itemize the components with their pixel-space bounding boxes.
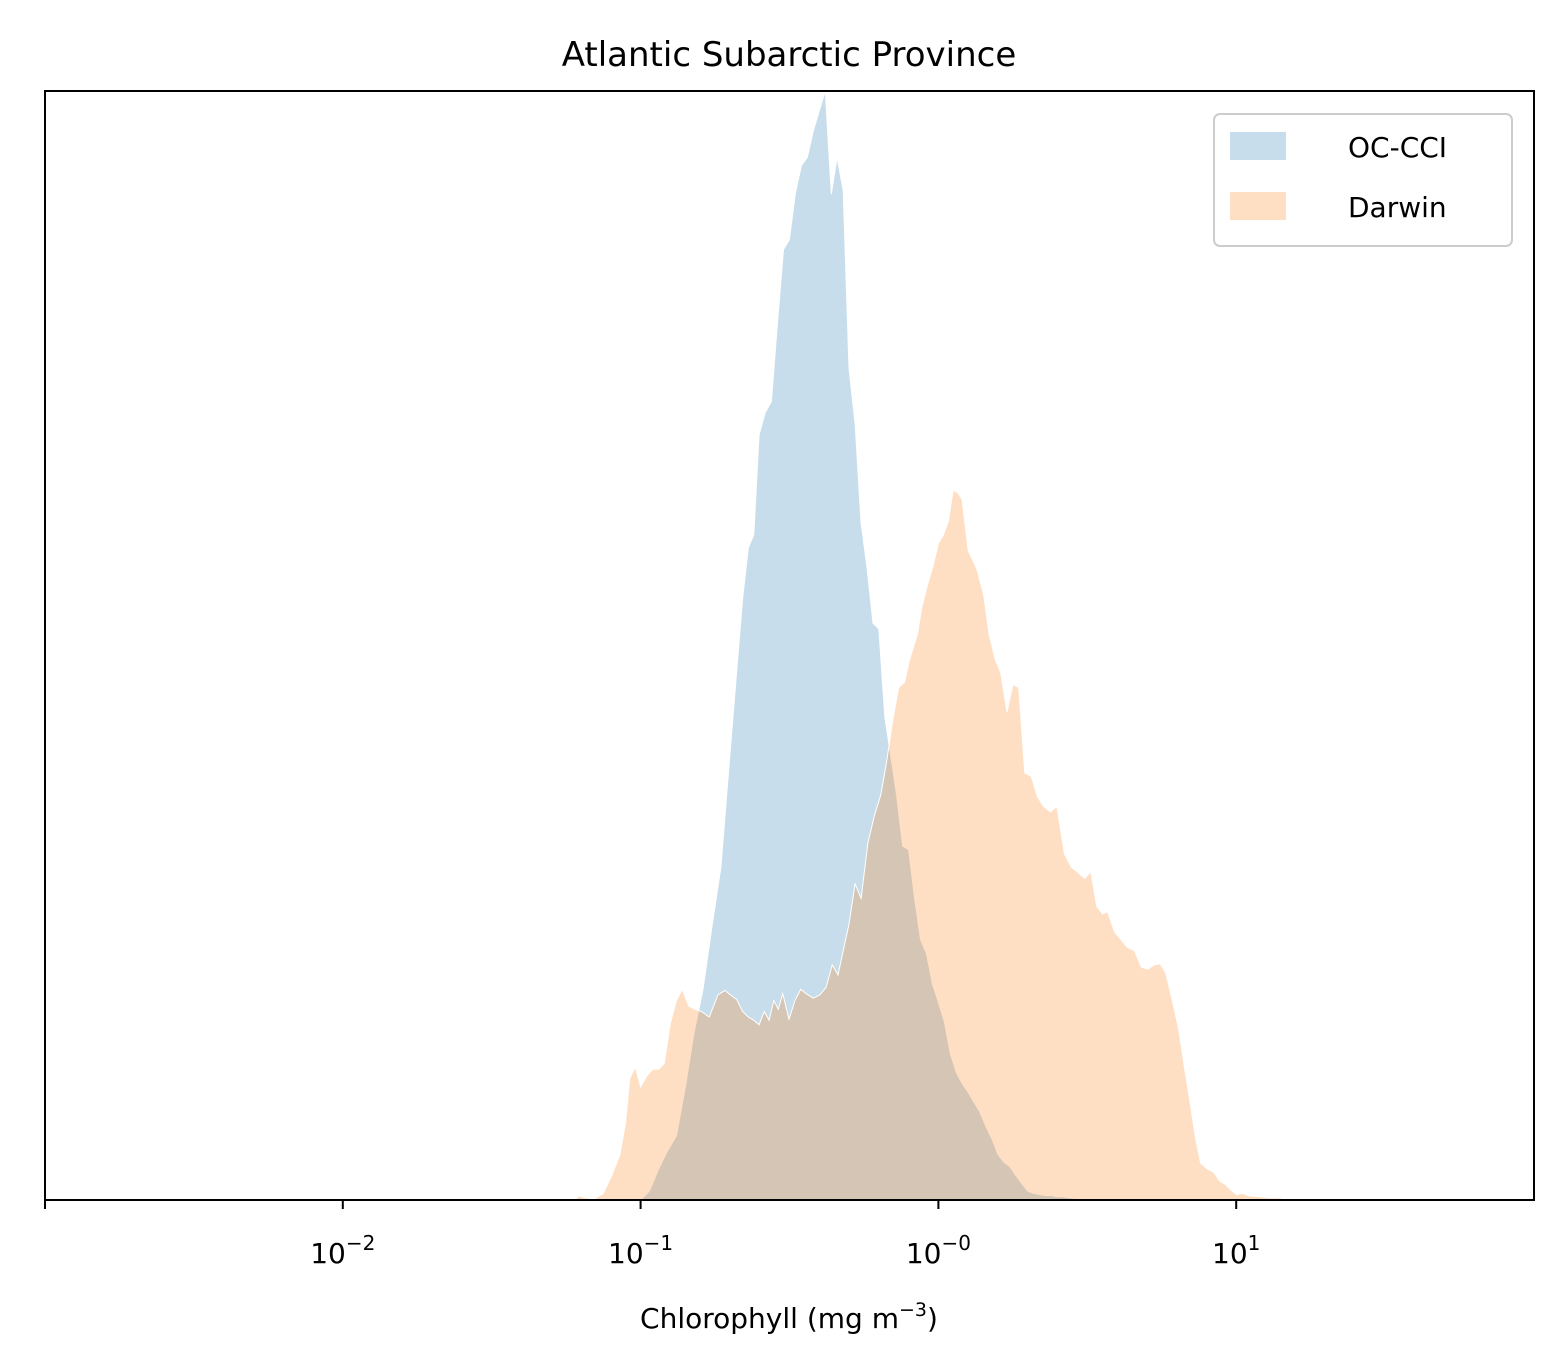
x-axis-label-sup: −3 <box>899 1299 927 1321</box>
x-axis-label-main: Chlorophyll (mg m <box>640 1302 899 1335</box>
x-tick-label: 10−2 <box>310 1231 375 1270</box>
axes-frame <box>44 90 1535 1201</box>
series-area-darwin <box>573 489 1289 1201</box>
legend-frame <box>1213 113 1513 247</box>
legend-swatch-darwin <box>1230 192 1286 220</box>
legend-label-darwin: Darwin <box>1348 191 1447 224</box>
x-tick-label: 101 <box>1212 1231 1260 1270</box>
legend-label-oc-cci: OC-CCI <box>1348 131 1447 164</box>
chart-title: Atlantic Subarctic Province <box>562 35 1017 75</box>
x-axis-label-tail: ) <box>927 1302 938 1335</box>
plot-area <box>573 90 1289 1201</box>
x-axis: 10−2 10−1 10−0 101 <box>44 1200 1260 1270</box>
legend-swatch-oc-cci <box>1230 132 1286 160</box>
legend: OC-CCI Darwin <box>1213 113 1513 247</box>
series-area-oc-cci <box>639 90 1101 1201</box>
x-tick-label: 10−0 <box>906 1231 971 1270</box>
x-tick-label: 10−1 <box>608 1231 673 1270</box>
x-axis-label: Chlorophyll (mg m−3) <box>640 1299 938 1335</box>
